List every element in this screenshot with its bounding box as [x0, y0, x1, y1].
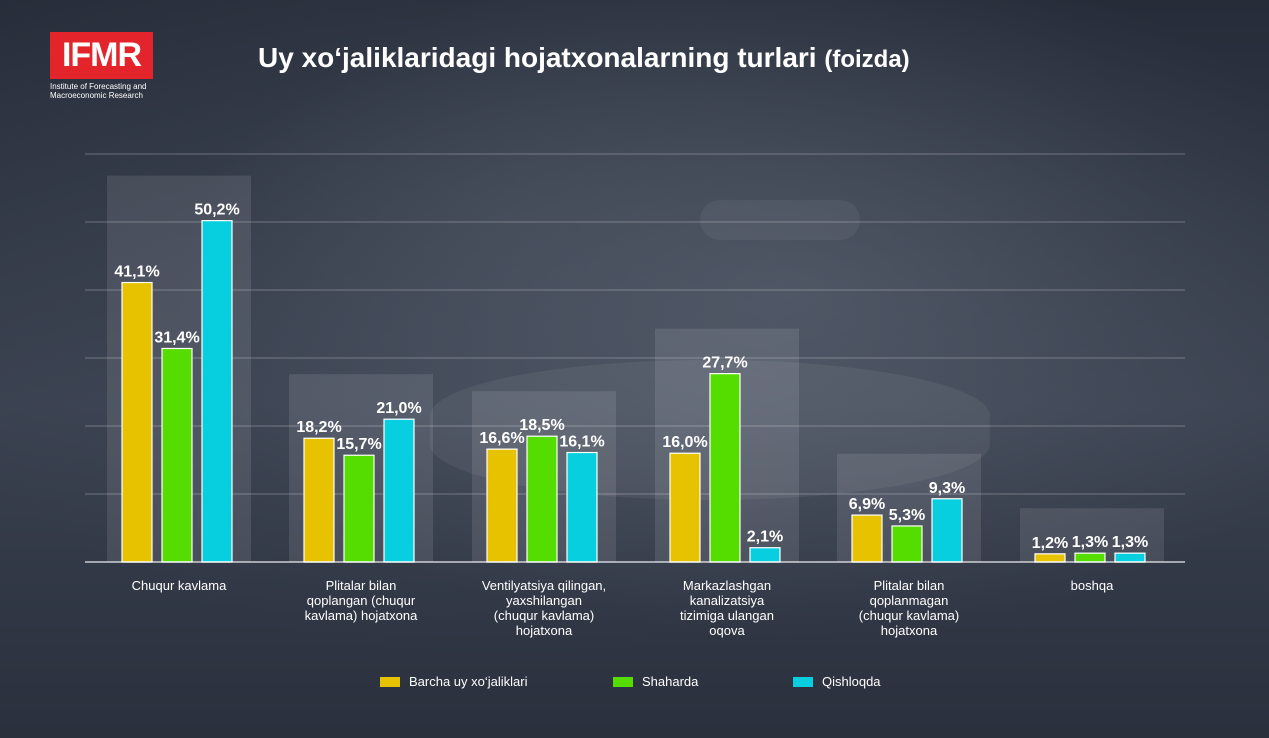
- data-label: 18,2%: [296, 419, 341, 436]
- data-label: 1,3%: [1112, 534, 1148, 551]
- data-label: 18,5%: [519, 417, 564, 434]
- legend-label: Qishloqda: [822, 674, 881, 689]
- bar: [343, 454, 375, 563]
- bar: [201, 220, 233, 563]
- logo-subtitle: Institute of Forecasting and Macroeconom…: [50, 82, 153, 100]
- bar: [891, 525, 923, 563]
- bar: [749, 547, 781, 563]
- x-tick-label-line: hojatxona: [516, 623, 573, 638]
- data-label: 16,1%: [559, 434, 604, 451]
- legend-item: Shaharda: [613, 674, 698, 689]
- legend-item: Qishloqda: [793, 674, 881, 689]
- bar: [1034, 553, 1066, 563]
- x-tick-label: Chuqur kavlama: [132, 578, 227, 593]
- chart-title-main: Uy xo‘jaliklaridagi hojatxonalarning tur…: [258, 42, 817, 73]
- bar: [161, 347, 193, 563]
- x-tick-label-line: Plitalar bilan: [874, 578, 945, 593]
- chart-title: Uy xo‘jaliklaridagi hojatxonalarning tur…: [258, 42, 910, 74]
- x-tick-label-line: qoplangan (chuqur: [307, 593, 416, 608]
- bar: [526, 435, 558, 563]
- x-tick-label-line: boshqa: [1071, 578, 1114, 593]
- x-tick-label-line: tizimiga ulangan: [680, 608, 774, 623]
- x-tick-label-line: (chuqur kavlama): [494, 608, 594, 623]
- data-label: 41,1%: [114, 264, 159, 281]
- x-tick-label: boshqa: [1071, 578, 1114, 593]
- logo-mark: IFMR: [50, 32, 153, 79]
- x-tick-label-line: hojatxona: [881, 623, 938, 638]
- data-label: 27,7%: [702, 355, 747, 372]
- logo-subtitle-line2: Macroeconomic Research: [50, 91, 143, 100]
- chart-legend: Barcha uy xo‘jaliklari Shaharda Qishloqda: [0, 674, 1269, 694]
- bar: [1074, 552, 1106, 563]
- x-tick-label-line: Plitalar bilan: [326, 578, 397, 593]
- data-label: 21,0%: [376, 400, 421, 417]
- bar: [931, 498, 963, 563]
- data-label: 6,9%: [849, 496, 885, 513]
- x-tick-label-line: Ventilyatsiya qilingan,: [482, 578, 606, 593]
- x-tick-label: Plitalar bilan qoplangan (chuqur kavlama) …: [305, 578, 418, 623]
- data-label: 16,0%: [662, 434, 707, 451]
- x-tick-label-line: Markazlashgan: [683, 578, 771, 593]
- bar: [1114, 552, 1146, 563]
- chart-title-unit: (foizda): [824, 46, 910, 73]
- bar: [121, 281, 153, 563]
- x-tick-label: Ventilyatsiya qilingan, yaxshilangan (chuq…: [482, 578, 606, 638]
- x-tick-label-line: kavlama) hojatxona: [305, 608, 418, 623]
- data-label: 16,6%: [479, 430, 524, 447]
- data-label: 5,3%: [889, 507, 925, 524]
- bar: [486, 448, 518, 563]
- legend-item: Barcha uy xo‘jaliklari: [380, 674, 528, 689]
- x-tick-label: Plitalar bilan qoplanmagan (chuqur kavlama…: [859, 578, 959, 638]
- background-faucet-shape: [700, 200, 860, 240]
- x-tick-label-line: yaxshilangan: [506, 593, 582, 608]
- bar: [303, 437, 335, 563]
- bar: [851, 514, 883, 563]
- legend-swatch: [793, 676, 813, 687]
- x-tick-label-line: oqova: [709, 623, 745, 638]
- x-tick-label-line: (chuqur kavlama): [859, 608, 959, 623]
- bar: [669, 452, 701, 563]
- data-label: 9,3%: [929, 480, 965, 497]
- data-label: 15,7%: [336, 436, 381, 453]
- x-tick-label-line: qoplanmagan: [870, 593, 949, 608]
- legend-label: Shaharda: [642, 674, 699, 689]
- bar: [383, 418, 415, 563]
- data-label: 2,1%: [747, 529, 783, 546]
- x-tick-label-line: Chuqur kavlama: [132, 578, 227, 593]
- data-label: 1,3%: [1072, 534, 1108, 551]
- ifmr-logo: IFMR Institute of Forecasting and Macroe…: [50, 32, 153, 100]
- legend-swatch: [380, 676, 400, 687]
- data-label: 31,4%: [154, 329, 199, 346]
- x-tick-label: Markazlashgan kanalizatsiya tizimiga ulang…: [680, 578, 774, 638]
- legend-label: Barcha uy xo‘jaliklari: [409, 674, 528, 689]
- bar: [566, 451, 598, 563]
- legend-swatch: [613, 676, 633, 687]
- bar: [709, 373, 741, 563]
- data-label: 1,2%: [1032, 535, 1068, 552]
- logo-subtitle-line1: Institute of Forecasting and: [50, 82, 147, 91]
- data-label: 50,2%: [194, 202, 239, 219]
- x-tick-label-line: kanalizatsiya: [690, 593, 765, 608]
